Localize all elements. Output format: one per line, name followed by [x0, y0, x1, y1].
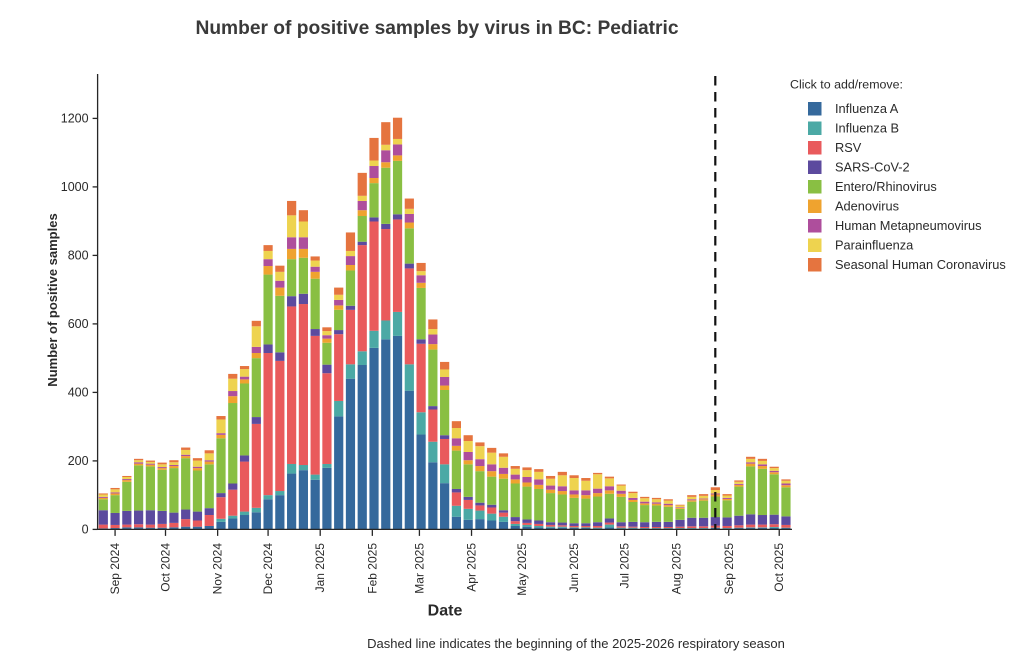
svg-text:Jul 2025: Jul 2025: [618, 543, 632, 589]
svg-text:600: 600: [68, 317, 89, 331]
svg-text:Mar 2025: Mar 2025: [412, 543, 426, 594]
svg-text:Nov 2024: Nov 2024: [211, 543, 225, 595]
svg-text:Dashed line indicates the begi: Dashed line indicates the beginning of t…: [367, 636, 785, 651]
svg-text:1200: 1200: [61, 111, 89, 125]
svg-text:Date: Date: [428, 603, 463, 620]
svg-text:Entero/Rhinovirus: Entero/Rhinovirus: [835, 179, 937, 194]
svg-text:Dec 2024: Dec 2024: [261, 543, 275, 595]
svg-text:RSV: RSV: [835, 140, 862, 155]
svg-text:Parainfluenza: Parainfluenza: [835, 238, 914, 253]
svg-text:Adenovirus: Adenovirus: [835, 199, 899, 214]
svg-text:Human Metapneumovirus: Human Metapneumovirus: [835, 218, 982, 233]
svg-text:400: 400: [68, 385, 89, 399]
svg-text:Number of positive samples by: Number of positive samples by virus in B…: [195, 18, 678, 39]
svg-text:SARS-CoV-2: SARS-CoV-2: [835, 160, 910, 175]
svg-text:Sep 2024: Sep 2024: [108, 543, 122, 595]
svg-text:Feb 2025: Feb 2025: [365, 543, 379, 594]
svg-text:Aug 2025: Aug 2025: [670, 543, 684, 595]
svg-text:Jan 2025: Jan 2025: [313, 543, 327, 593]
svg-text:Influenza B: Influenza B: [835, 121, 899, 136]
svg-text:200: 200: [68, 454, 89, 468]
svg-text:Oct 2024: Oct 2024: [159, 543, 173, 592]
svg-text:Number of positive samples: Number of positive samples: [45, 213, 60, 386]
svg-text:800: 800: [68, 248, 89, 262]
svg-text:Sep 2025: Sep 2025: [722, 543, 736, 595]
svg-text:Click to add/remove:: Click to add/remove:: [790, 78, 903, 92]
svg-text:Apr 2025: Apr 2025: [465, 543, 479, 592]
svg-text:0: 0: [82, 522, 89, 536]
svg-text:Oct 2025: Oct 2025: [772, 543, 786, 592]
svg-text:Jun 2025: Jun 2025: [567, 543, 581, 593]
svg-text:Seasonal Human Coronavirus: Seasonal Human Coronavirus: [835, 257, 1006, 272]
svg-text:Influenza A: Influenza A: [835, 101, 899, 116]
svg-text:1000: 1000: [61, 180, 89, 194]
svg-text:May 2025: May 2025: [515, 543, 529, 596]
